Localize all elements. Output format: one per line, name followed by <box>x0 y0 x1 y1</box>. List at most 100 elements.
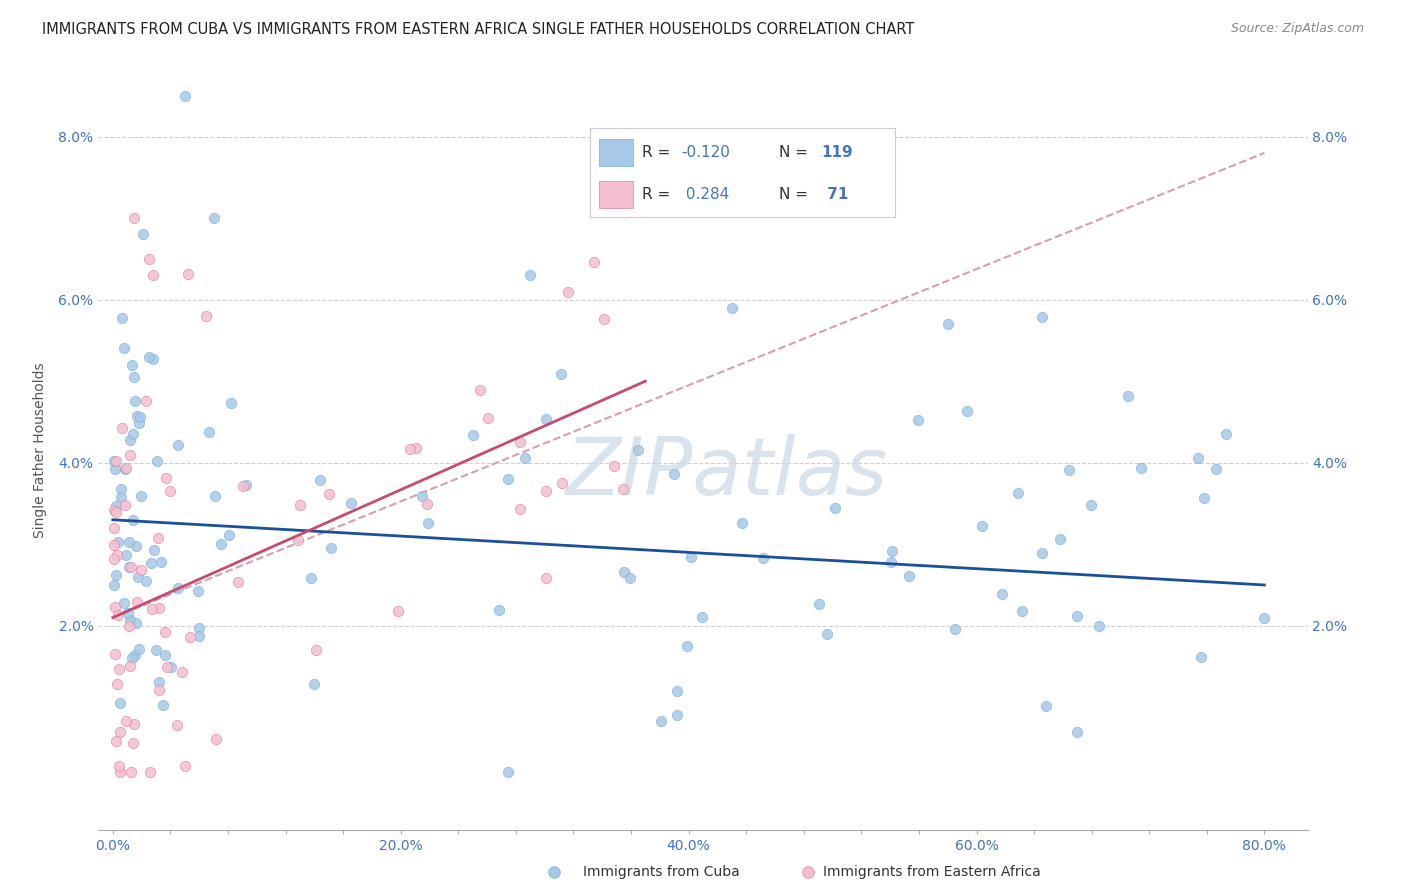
Point <box>1118 388 1140 402</box>
Point <box>114 341 136 355</box>
Text: 71: 71 <box>821 187 848 202</box>
Point <box>124 393 146 408</box>
Point <box>1011 604 1033 618</box>
Point <box>118 619 141 633</box>
Point <box>114 461 136 475</box>
Point <box>593 311 616 326</box>
Point <box>411 489 433 503</box>
Point <box>129 563 152 577</box>
Point <box>496 765 519 780</box>
Point <box>936 317 959 331</box>
Point <box>195 309 218 323</box>
Point <box>167 438 190 452</box>
Point <box>551 476 574 491</box>
Point <box>470 383 492 397</box>
Point <box>142 268 165 282</box>
Point <box>121 513 143 527</box>
Point <box>142 352 165 367</box>
Point <box>509 502 531 516</box>
Point <box>824 501 846 516</box>
Point <box>488 603 510 617</box>
Point <box>1205 462 1227 476</box>
Point <box>135 574 157 589</box>
Point <box>111 310 134 325</box>
Point <box>943 622 966 636</box>
Point <box>202 211 225 226</box>
Y-axis label: Single Father Households: Single Father Households <box>34 363 48 538</box>
Point <box>128 642 150 657</box>
Point <box>690 610 713 624</box>
Point <box>115 548 138 562</box>
Point <box>797 865 820 880</box>
Point <box>679 549 702 564</box>
Point <box>114 714 136 728</box>
Point <box>108 696 131 710</box>
Point <box>815 627 838 641</box>
Point <box>110 490 132 504</box>
Point <box>1031 546 1053 560</box>
Point <box>103 538 125 552</box>
Point <box>665 708 688 723</box>
Point <box>232 479 254 493</box>
Point <box>115 461 138 475</box>
Point <box>226 574 249 589</box>
Text: Immigrants from Cuba: Immigrants from Cuba <box>583 865 740 880</box>
Point <box>121 358 143 372</box>
Point <box>415 497 437 511</box>
Point <box>118 560 141 574</box>
Point <box>188 629 211 643</box>
Point <box>104 567 127 582</box>
Point <box>188 621 211 635</box>
Point <box>1187 450 1209 465</box>
Point <box>509 435 531 450</box>
Point <box>387 604 409 618</box>
Point <box>139 765 162 780</box>
Point <box>1189 650 1212 665</box>
Point <box>142 542 165 557</box>
Point <box>128 416 150 430</box>
Point <box>127 595 149 609</box>
Point <box>318 487 340 501</box>
Point <box>970 519 993 533</box>
Point <box>219 395 242 409</box>
Point <box>612 482 634 496</box>
Point <box>650 714 672 728</box>
Point <box>104 462 127 476</box>
Point <box>731 516 754 530</box>
Point <box>148 683 170 698</box>
Point <box>124 370 146 384</box>
Point <box>125 615 148 630</box>
Point <box>1066 724 1088 739</box>
Point <box>156 660 179 674</box>
Point <box>104 733 127 747</box>
Point <box>122 736 145 750</box>
Point <box>309 473 332 487</box>
Point <box>127 570 149 584</box>
FancyBboxPatch shape <box>599 181 633 208</box>
Text: N =: N = <box>779 145 813 161</box>
Point <box>103 502 125 516</box>
Point <box>141 557 163 571</box>
Point <box>148 601 170 615</box>
Point <box>550 367 572 381</box>
Point <box>124 539 146 553</box>
Point <box>107 607 129 622</box>
Point <box>138 351 160 365</box>
Point <box>120 559 142 574</box>
Point <box>107 535 129 549</box>
Point <box>534 483 557 498</box>
Point <box>138 252 160 266</box>
Point <box>1057 463 1080 477</box>
Point <box>131 489 153 503</box>
Point <box>110 482 132 496</box>
Text: R =: R = <box>641 145 675 161</box>
Point <box>1194 491 1216 505</box>
Point <box>288 499 311 513</box>
Point <box>155 471 177 485</box>
Text: Immigrants from Eastern Africa: Immigrants from Eastern Africa <box>823 865 1040 880</box>
Point <box>108 758 131 772</box>
Text: Source: ZipAtlas.com: Source: ZipAtlas.com <box>1230 22 1364 36</box>
Point <box>613 566 636 580</box>
Point <box>160 660 183 674</box>
Point <box>121 651 143 665</box>
